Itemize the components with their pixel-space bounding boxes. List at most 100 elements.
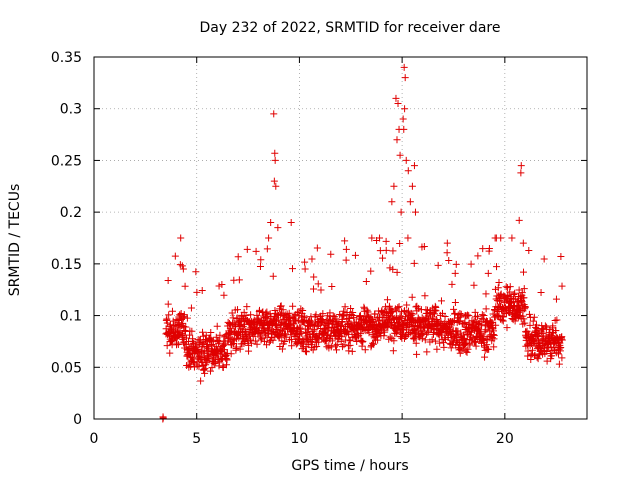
data-point bbox=[543, 348, 551, 356]
data-point bbox=[403, 301, 411, 309]
data-point bbox=[271, 156, 279, 164]
data-point bbox=[515, 216, 523, 224]
data-point bbox=[456, 349, 464, 357]
data-point bbox=[236, 317, 244, 325]
data-point bbox=[235, 334, 243, 342]
data-point bbox=[525, 310, 533, 318]
data-point bbox=[287, 218, 295, 226]
data-point bbox=[301, 347, 309, 355]
data-point bbox=[534, 326, 542, 334]
data-point bbox=[410, 325, 418, 333]
data-point bbox=[267, 218, 275, 226]
data-point bbox=[263, 308, 271, 316]
data-point bbox=[328, 337, 336, 345]
data-point bbox=[520, 315, 528, 323]
data-point bbox=[345, 330, 353, 338]
y-tick-label: 0.2 bbox=[60, 205, 82, 221]
data-point bbox=[482, 290, 490, 298]
data-point bbox=[496, 296, 504, 304]
data-point bbox=[313, 322, 321, 330]
data-point bbox=[481, 353, 489, 361]
data-point bbox=[218, 347, 226, 355]
data-point bbox=[309, 346, 317, 354]
data-point bbox=[263, 245, 271, 253]
data-point bbox=[463, 348, 471, 356]
data-point bbox=[216, 331, 224, 339]
data-point bbox=[213, 322, 221, 330]
data-point bbox=[236, 345, 244, 353]
data-point bbox=[235, 276, 243, 284]
data-point bbox=[272, 182, 280, 190]
data-point bbox=[399, 115, 407, 123]
data-point bbox=[290, 312, 298, 320]
data-point bbox=[174, 341, 182, 349]
data-point bbox=[243, 245, 251, 253]
data-point bbox=[493, 263, 501, 271]
data-point bbox=[319, 310, 327, 318]
data-point bbox=[301, 258, 309, 266]
data-point bbox=[217, 356, 225, 364]
data-point bbox=[173, 339, 181, 347]
data-point bbox=[379, 254, 387, 262]
data-point bbox=[362, 277, 370, 285]
data-point bbox=[460, 331, 468, 339]
data-point bbox=[273, 317, 281, 325]
data-point bbox=[382, 246, 390, 254]
data-point bbox=[332, 342, 340, 350]
data-point bbox=[299, 307, 307, 315]
data-point bbox=[368, 234, 376, 242]
data-point bbox=[340, 341, 348, 349]
data-point bbox=[276, 331, 284, 339]
data-point bbox=[410, 162, 418, 170]
data-point bbox=[193, 288, 201, 296]
data-point bbox=[163, 319, 171, 327]
data-point bbox=[401, 105, 409, 113]
data-point bbox=[333, 340, 341, 348]
data-point bbox=[500, 305, 508, 313]
data-point bbox=[396, 151, 404, 159]
data-point bbox=[413, 350, 421, 358]
data-point bbox=[201, 365, 209, 373]
data-point bbox=[420, 242, 428, 250]
data-point bbox=[474, 252, 482, 260]
data-point bbox=[392, 94, 400, 102]
data-point bbox=[421, 292, 429, 300]
data-point bbox=[197, 348, 205, 356]
data-point bbox=[165, 311, 173, 319]
data-point bbox=[307, 337, 315, 345]
data-point bbox=[431, 337, 439, 345]
data-point bbox=[452, 260, 460, 268]
data-point bbox=[312, 311, 320, 319]
data-point bbox=[389, 347, 397, 355]
data-point bbox=[521, 304, 529, 312]
data-point bbox=[242, 312, 250, 320]
data-point bbox=[265, 338, 273, 346]
data-point bbox=[517, 162, 525, 170]
data-point bbox=[421, 336, 429, 344]
data-point bbox=[404, 234, 412, 242]
data-point bbox=[281, 337, 289, 345]
data-point bbox=[296, 328, 304, 336]
data-point bbox=[338, 333, 346, 341]
grid-lines bbox=[94, 57, 587, 419]
x-tick-label: 15 bbox=[393, 431, 411, 447]
data-point bbox=[198, 286, 206, 294]
data-point bbox=[343, 315, 351, 323]
data-point bbox=[289, 265, 297, 273]
data-point bbox=[534, 355, 542, 363]
data-point bbox=[208, 341, 216, 348]
data-point bbox=[410, 259, 418, 267]
data-point bbox=[179, 265, 187, 273]
data-point bbox=[451, 298, 459, 306]
data-point bbox=[271, 306, 279, 314]
data-point bbox=[285, 309, 293, 317]
data-point bbox=[390, 337, 398, 345]
data-point bbox=[440, 343, 448, 351]
data-point bbox=[455, 317, 463, 325]
data-point bbox=[538, 336, 546, 344]
data-point bbox=[485, 345, 493, 353]
x-tick-label: 10 bbox=[291, 431, 309, 447]
data-point bbox=[240, 339, 248, 347]
data-point bbox=[478, 322, 486, 330]
